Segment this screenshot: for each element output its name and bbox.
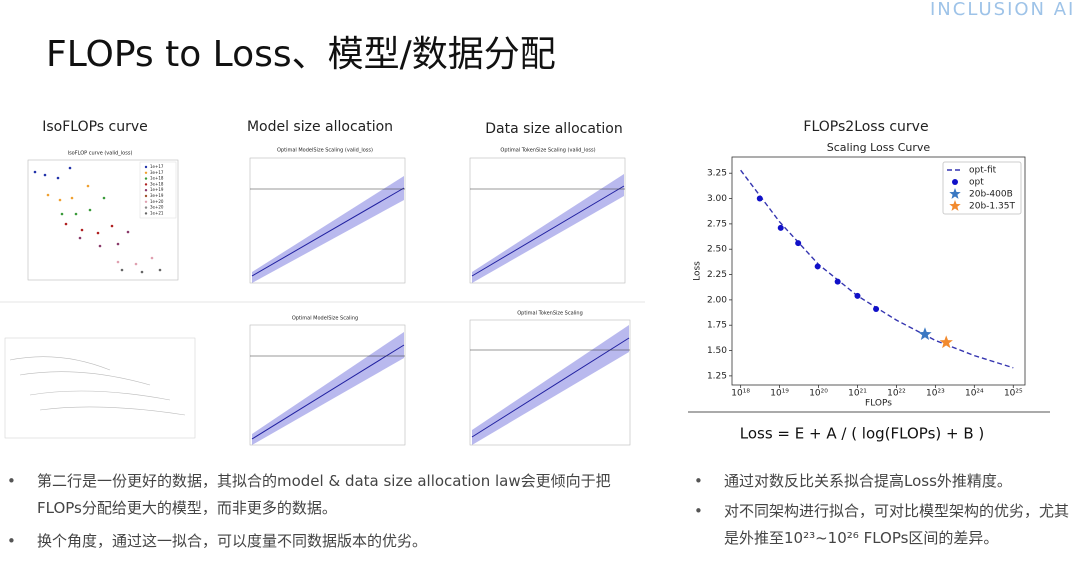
data-point: [873, 306, 880, 312]
bullet: 换个角度，通过这一拟合，可以度量不同数据版本的优劣。: [7, 528, 647, 555]
bullet: 对不同架构进行拟合，可对比模型架构的优劣，尤其是外推至10²³~10²⁶ FLO…: [694, 498, 1074, 552]
thumb-legend-label: 1e+21: [150, 210, 164, 215]
star-point: [939, 335, 953, 349]
y-tick-label: 2.75: [707, 219, 727, 229]
section-label: IsoFLOPs curve: [42, 119, 148, 135]
legend-marker: [949, 200, 961, 211]
thumbnail-data: Optimal TokenSize Scaling (valid_loss): [469, 148, 626, 284]
thumbnail-model: Optimal ModelSize Scaling (valid_loss): [249, 148, 406, 284]
thumbnail-data-2: Optimal TokenSize Scaling: [469, 311, 631, 446]
thumb-legend-label: 3e+18: [150, 181, 164, 186]
data-point: [756, 195, 763, 202]
thumb-legend-marker: [144, 206, 148, 209]
thumb-legend-marker: [144, 194, 148, 198]
thumb-title: IsoFLOP curve (valid_loss): [68, 151, 133, 157]
data-point: [834, 278, 841, 285]
legend-label: opt-fit: [969, 166, 997, 176]
chart-title: Scaling Loss Curve: [827, 141, 931, 154]
thumb-legend-marker: [144, 177, 148, 180]
y-tick-label: 2.00: [707, 295, 727, 305]
y-tick-label: 1.50: [707, 346, 727, 356]
thumb-legend-label: 1e+19: [150, 187, 164, 192]
legend-marker: [952, 179, 958, 185]
legend-marker: [949, 188, 961, 199]
data-point: [795, 240, 802, 247]
y-tick-label: 3.25: [707, 169, 727, 179]
thumb-title: Optimal ModelSize Scaling (valid_loss): [277, 148, 373, 154]
thumb-legend-marker: [144, 212, 148, 215]
thumb-legend-label: 1e+17: [150, 164, 164, 169]
legend-label: 20b-400B: [969, 190, 1013, 200]
logo: INCLUSION AI: [930, 0, 1075, 20]
thumb-legend-marker: [144, 183, 148, 186]
thumbnail-isoflop: IsoFLOP curve (valid_loss) 1e+173e+171e+…: [27, 151, 179, 281]
y-tick-label: 2.50: [707, 245, 727, 255]
x-tick-label: 10¹⁸: [731, 389, 750, 399]
x-tick-label: 10²⁴: [965, 389, 984, 399]
thumb-title: Optimal TokenSize Scaling: [517, 311, 583, 317]
data-point: [777, 224, 784, 231]
legend-label: opt: [969, 178, 984, 188]
x-tick-label: 10²²: [887, 389, 906, 399]
plot-frame: [731, 156, 1026, 386]
bullet: 通过对数反比关系拟合提高Loss外推精度。: [694, 468, 1074, 495]
thumb-legend-label: 3e+19: [150, 193, 164, 198]
section-label: FLOPs2Loss curve: [803, 119, 928, 135]
data-point: [854, 292, 861, 299]
x-tick-label: 10¹⁹: [770, 389, 789, 399]
x-axis-label: FLOPs: [865, 399, 892, 409]
x-tick-label: 10²⁵: [1004, 389, 1023, 399]
thumb-legend-marker: [144, 189, 148, 192]
x-tick-label: 10²¹: [848, 389, 867, 399]
slide-title: FLOPs to Loss、模型/数据分配: [46, 34, 556, 75]
y-tick-label: 1.25: [707, 371, 727, 381]
y-tick-label: 1.75: [707, 321, 727, 331]
thumb-legend-label: 1e+20: [150, 199, 164, 204]
bullet: 第二行是一份更好的数据，其拟合的model & data size alloca…: [7, 468, 647, 522]
section-label: Model size allocation: [247, 119, 393, 135]
thumbnail-isoflop-2: [4, 337, 196, 439]
y-tick-label: 2.25: [707, 270, 727, 280]
data-point: [814, 263, 821, 270]
x-tick-label: 10²³: [926, 389, 945, 399]
formula: Loss = E + A / ( log(FLOPs) + B ): [740, 425, 985, 443]
thumb-legend-marker: [144, 200, 148, 203]
thumb-legend-label: 3e+20: [150, 205, 164, 210]
x-tick-label: 10²⁰: [809, 389, 828, 399]
thumbnail-model-2: Optimal ModelSize Scaling: [249, 316, 406, 446]
thumb-title: Optimal TokenSize Scaling (valid_loss): [500, 148, 595, 154]
thumb-legend-label: 3e+17: [150, 170, 164, 175]
y-axis-label: Loss: [693, 261, 703, 281]
star-point: [918, 327, 932, 340]
thumb-legend-marker: [144, 165, 148, 169]
section-label: Data size allocation: [485, 121, 623, 137]
thumb-title: Optimal ModelSize Scaling: [292, 316, 358, 322]
thumb-legend-marker: [144, 171, 148, 174]
legend-label: 20b-1.35T: [969, 202, 1015, 212]
legend-box: [942, 161, 1022, 215]
thumb-legend-label: 1e+18: [150, 176, 164, 181]
y-tick-label: 3.00: [707, 194, 727, 204]
